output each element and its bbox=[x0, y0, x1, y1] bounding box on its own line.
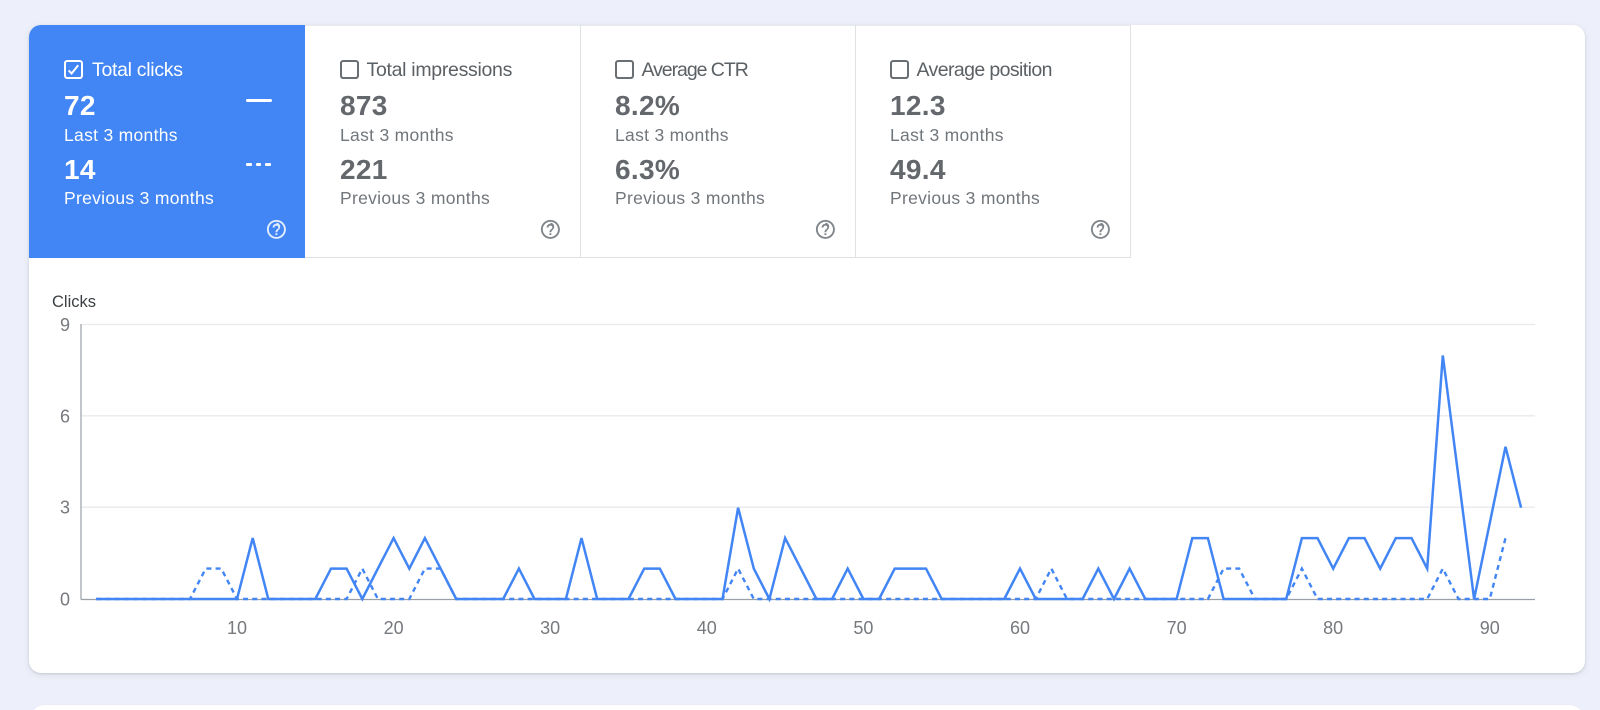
svg-text:40: 40 bbox=[697, 618, 717, 638]
svg-text:30: 30 bbox=[540, 618, 560, 638]
svg-text:80: 80 bbox=[1323, 618, 1343, 638]
svg-text:10: 10 bbox=[227, 618, 247, 638]
svg-text:20: 20 bbox=[384, 618, 404, 638]
svg-text:0: 0 bbox=[60, 590, 70, 610]
svg-text:9: 9 bbox=[60, 315, 70, 335]
svg-text:70: 70 bbox=[1167, 618, 1187, 638]
svg-text:60: 60 bbox=[1010, 618, 1030, 638]
svg-text:6: 6 bbox=[60, 406, 70, 426]
svg-text:90: 90 bbox=[1480, 618, 1500, 638]
svg-text:3: 3 bbox=[60, 498, 70, 518]
svg-text:50: 50 bbox=[853, 618, 873, 638]
